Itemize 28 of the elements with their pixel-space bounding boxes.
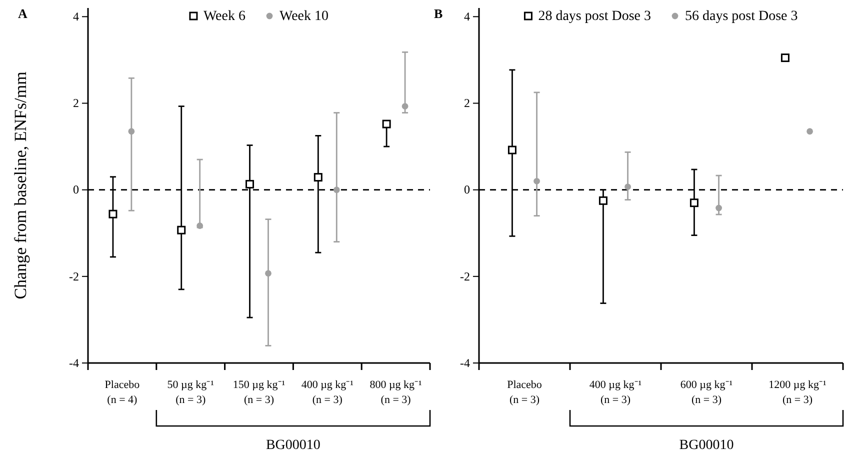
x-tick-label: 400 µg kg⁻¹ (n = 3) bbox=[301, 379, 354, 406]
text: BG00010 bbox=[266, 438, 320, 453]
text: B bbox=[434, 6, 443, 21]
x-tick-label: 1200 µg kg⁻¹ (n = 3) bbox=[768, 379, 826, 406]
legend-label: Week 10 bbox=[280, 9, 329, 24]
x-tick-label: 50 µg kg⁻¹ (n = 3) bbox=[167, 379, 214, 406]
text: BG00010 bbox=[679, 438, 734, 453]
x-tick-label: 800 µg kg⁻¹ (n = 3) bbox=[370, 379, 422, 406]
x-tick-label: 400 µg kg⁻¹ (n = 3) bbox=[589, 379, 642, 406]
x-tick-label: 150 µg kg⁻¹ (n = 3) bbox=[232, 379, 286, 406]
legend-label: Week 6 bbox=[203, 9, 246, 24]
text: A bbox=[18, 6, 28, 21]
y-tick-label: 4 bbox=[73, 10, 79, 24]
y-tick-label: 0 bbox=[73, 182, 79, 197]
x-tick-label: 600 µg kg⁻¹ (n = 3) bbox=[680, 379, 733, 406]
legend-label: 56 days post Dose 3 bbox=[685, 9, 798, 24]
legend-label: 28 days post Dose 3 bbox=[538, 9, 651, 24]
y-tick-label: 2 bbox=[464, 96, 470, 110]
y-tick-label: -2 bbox=[460, 269, 470, 284]
y-tick-label: -4 bbox=[460, 356, 470, 370]
x-tick-label: Placebo (n = 4) bbox=[104, 379, 140, 406]
y-tick-label: 0 bbox=[464, 182, 470, 197]
y-tick-label: -4 bbox=[69, 356, 79, 370]
x-tick-label: Placebo (n = 3) bbox=[507, 379, 542, 406]
y-tick-label: 4 bbox=[464, 10, 470, 24]
y-tick-label: -2 bbox=[69, 269, 79, 284]
y-tick-label: 2 bbox=[73, 96, 79, 110]
y-axis-title: Change from baseline, ENFs/mm bbox=[11, 72, 30, 300]
